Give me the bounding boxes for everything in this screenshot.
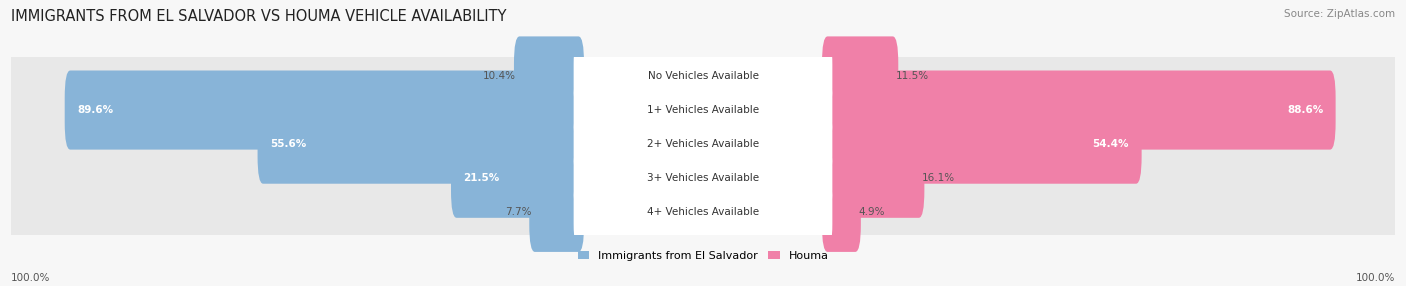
FancyBboxPatch shape bbox=[574, 143, 832, 214]
FancyBboxPatch shape bbox=[451, 139, 583, 218]
Text: 3+ Vehicles Available: 3+ Vehicles Available bbox=[647, 173, 759, 183]
FancyBboxPatch shape bbox=[823, 105, 1142, 184]
Text: 10.4%: 10.4% bbox=[484, 71, 516, 81]
Text: 54.4%: 54.4% bbox=[1092, 139, 1129, 149]
FancyBboxPatch shape bbox=[3, 90, 1403, 198]
FancyBboxPatch shape bbox=[3, 158, 1403, 267]
Text: 55.6%: 55.6% bbox=[270, 139, 307, 149]
Text: Source: ZipAtlas.com: Source: ZipAtlas.com bbox=[1284, 9, 1395, 19]
Text: 4.9%: 4.9% bbox=[859, 207, 886, 217]
Text: 88.6%: 88.6% bbox=[1286, 105, 1323, 115]
FancyBboxPatch shape bbox=[257, 105, 583, 184]
FancyBboxPatch shape bbox=[823, 71, 1336, 150]
Text: 21.5%: 21.5% bbox=[464, 173, 499, 183]
Text: No Vehicles Available: No Vehicles Available bbox=[648, 71, 758, 81]
FancyBboxPatch shape bbox=[574, 41, 832, 112]
FancyBboxPatch shape bbox=[3, 124, 1403, 233]
FancyBboxPatch shape bbox=[515, 36, 583, 116]
Text: 100.0%: 100.0% bbox=[11, 273, 51, 283]
Text: 89.6%: 89.6% bbox=[77, 105, 114, 115]
Legend: Immigrants from El Salvador, Houma: Immigrants from El Salvador, Houma bbox=[578, 251, 828, 261]
Text: 2+ Vehicles Available: 2+ Vehicles Available bbox=[647, 139, 759, 149]
FancyBboxPatch shape bbox=[823, 139, 924, 218]
FancyBboxPatch shape bbox=[65, 71, 583, 150]
Text: 16.1%: 16.1% bbox=[922, 173, 956, 183]
FancyBboxPatch shape bbox=[574, 75, 832, 146]
FancyBboxPatch shape bbox=[529, 173, 583, 252]
FancyBboxPatch shape bbox=[3, 56, 1403, 164]
FancyBboxPatch shape bbox=[574, 109, 832, 180]
Text: 100.0%: 100.0% bbox=[1355, 273, 1395, 283]
Text: 7.7%: 7.7% bbox=[505, 207, 531, 217]
Text: 1+ Vehicles Available: 1+ Vehicles Available bbox=[647, 105, 759, 115]
FancyBboxPatch shape bbox=[574, 177, 832, 248]
Text: 4+ Vehicles Available: 4+ Vehicles Available bbox=[647, 207, 759, 217]
FancyBboxPatch shape bbox=[3, 22, 1403, 130]
FancyBboxPatch shape bbox=[823, 36, 898, 116]
Text: 11.5%: 11.5% bbox=[896, 71, 929, 81]
FancyBboxPatch shape bbox=[823, 173, 860, 252]
Text: IMMIGRANTS FROM EL SALVADOR VS HOUMA VEHICLE AVAILABILITY: IMMIGRANTS FROM EL SALVADOR VS HOUMA VEH… bbox=[11, 9, 506, 23]
